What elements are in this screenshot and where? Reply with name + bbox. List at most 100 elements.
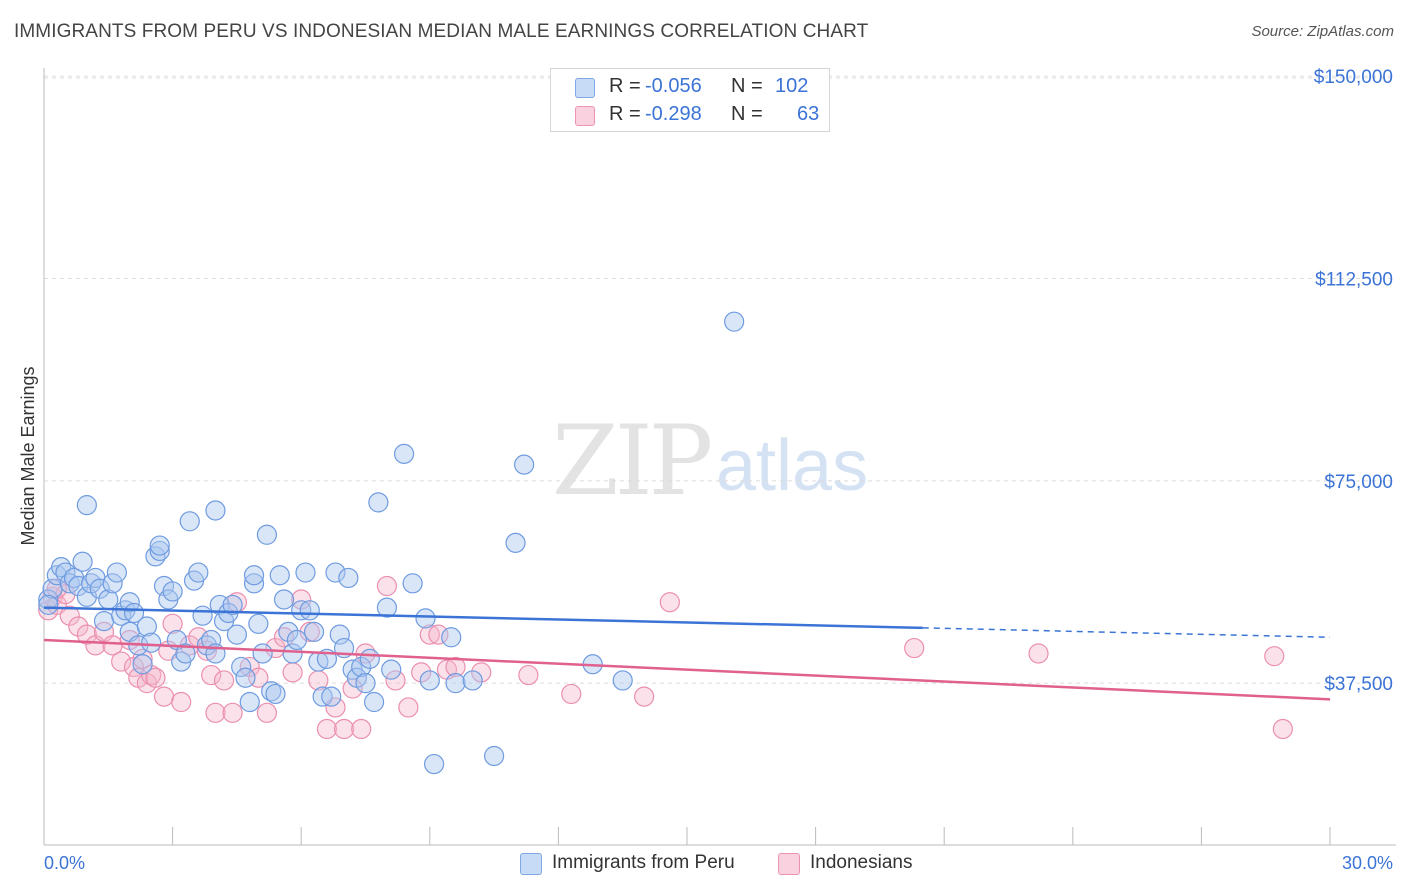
peru-point bbox=[338, 567, 359, 589]
peru-point bbox=[76, 586, 97, 607]
x-tick-label-min: 0.0% bbox=[44, 853, 85, 873]
peru-point bbox=[76, 495, 97, 516]
indonesians-point bbox=[376, 575, 398, 597]
indonesians-point bbox=[222, 702, 243, 723]
peru-point bbox=[119, 592, 140, 613]
peru-point bbox=[205, 500, 226, 521]
legend-n-label: N = bbox=[731, 103, 763, 125]
peru-point bbox=[329, 624, 350, 645]
peru-point bbox=[106, 562, 127, 583]
peru-point bbox=[321, 686, 342, 707]
legend-n-label: N = bbox=[731, 75, 763, 97]
source-label: Source: ZipAtlas.com bbox=[1251, 23, 1394, 40]
peru-point bbox=[175, 643, 196, 664]
peru-point bbox=[149, 540, 170, 562]
peru-point bbox=[393, 443, 415, 464]
peru-point bbox=[505, 532, 526, 553]
peru-point bbox=[162, 581, 183, 602]
peru-point bbox=[269, 565, 290, 586]
peru-point bbox=[351, 656, 372, 678]
peru-point bbox=[89, 578, 110, 599]
y-tick-label: $75,000 bbox=[1324, 472, 1393, 493]
peru-points bbox=[38, 311, 745, 775]
peru-point bbox=[38, 589, 59, 610]
indonesians-trend-line bbox=[43, 638, 1331, 701]
peru-point bbox=[363, 691, 385, 713]
peru-point bbox=[149, 535, 170, 556]
peru-point bbox=[123, 602, 145, 624]
indonesians-point bbox=[171, 691, 192, 713]
indonesians-point bbox=[282, 662, 303, 683]
peru-point bbox=[423, 753, 445, 775]
legend-r-label: R = bbox=[609, 75, 641, 97]
peru-point bbox=[381, 659, 402, 680]
indonesians-point bbox=[351, 718, 372, 740]
peru-point bbox=[462, 670, 483, 691]
peru-point bbox=[239, 691, 260, 713]
indonesians-point bbox=[201, 664, 222, 686]
legend-row-indonesians: R = -0.298 N = 63 bbox=[551, 101, 829, 129]
peru-point bbox=[273, 589, 295, 610]
peru-trend-line-extrapolated bbox=[922, 627, 1331, 639]
peru-point bbox=[291, 600, 312, 621]
peru-point bbox=[243, 565, 265, 586]
peru-point bbox=[248, 613, 269, 634]
indonesians-point bbox=[162, 613, 183, 634]
peru-trend-line bbox=[43, 606, 923, 630]
peru-point bbox=[235, 667, 256, 688]
peru-point bbox=[312, 686, 333, 707]
peru-point bbox=[376, 597, 398, 618]
peru-point bbox=[256, 524, 278, 545]
peru-point bbox=[222, 594, 243, 616]
y-tick-label: $150,000 bbox=[1314, 67, 1393, 88]
peru-point bbox=[303, 621, 325, 642]
indonesians-point bbox=[205, 702, 226, 723]
peru-point bbox=[188, 562, 209, 583]
indonesians-point bbox=[471, 662, 492, 683]
peru-point bbox=[415, 608, 436, 629]
peru-point bbox=[192, 605, 213, 626]
peru-point bbox=[359, 648, 380, 669]
peru-point bbox=[484, 745, 505, 767]
peru-point bbox=[93, 610, 115, 632]
legend-n-value: 63 bbox=[797, 103, 820, 125]
correlation-legend: R = -0.056 N = 102 R = -0.298 N = 63 bbox=[550, 68, 830, 132]
indonesians-point bbox=[213, 670, 235, 691]
chart-title: IMMIGRANTS FROM PERU VS INDONESIAN MEDIA… bbox=[14, 21, 869, 42]
legend-swatch-peru bbox=[575, 78, 595, 98]
y-axis-label: Median Male Earnings bbox=[18, 366, 38, 545]
peru-point bbox=[514, 454, 535, 475]
peru-point bbox=[355, 673, 376, 694]
peru-point bbox=[612, 670, 633, 691]
peru-point bbox=[441, 627, 462, 648]
indonesians-point bbox=[145, 667, 166, 688]
indonesians-point bbox=[561, 683, 582, 705]
watermark-zip: ZIP bbox=[552, 405, 713, 517]
legend-n-value: 102 bbox=[775, 75, 809, 97]
peru-point bbox=[38, 594, 59, 616]
indonesians-point bbox=[445, 656, 466, 678]
peru-point bbox=[445, 673, 466, 694]
peru-point bbox=[282, 643, 303, 664]
peru-point bbox=[226, 624, 247, 645]
axes bbox=[43, 68, 1396, 846]
bottom-legend-swatch-peru bbox=[520, 853, 542, 875]
peru-point bbox=[278, 621, 299, 642]
indonesians-point bbox=[299, 621, 320, 642]
peru-point bbox=[68, 575, 89, 597]
peru-point bbox=[72, 551, 93, 572]
peru-point bbox=[419, 670, 440, 691]
indonesians-point bbox=[634, 686, 655, 707]
peru-point bbox=[102, 573, 123, 594]
tick-labels: $37,500 $75,000 $112,500 $150,000 0.0% 30.0% bbox=[44, 67, 1393, 873]
indonesians-point bbox=[518, 664, 539, 686]
peru-point bbox=[179, 511, 200, 532]
bottom-legend-swatch-indonesians bbox=[778, 853, 800, 875]
peru-point bbox=[286, 629, 308, 651]
legend-r-value: -0.056 bbox=[645, 75, 702, 97]
indonesians-point bbox=[1264, 646, 1285, 667]
peru-point bbox=[402, 573, 423, 594]
indonesians-point bbox=[291, 589, 312, 610]
indonesians-point bbox=[316, 718, 338, 740]
